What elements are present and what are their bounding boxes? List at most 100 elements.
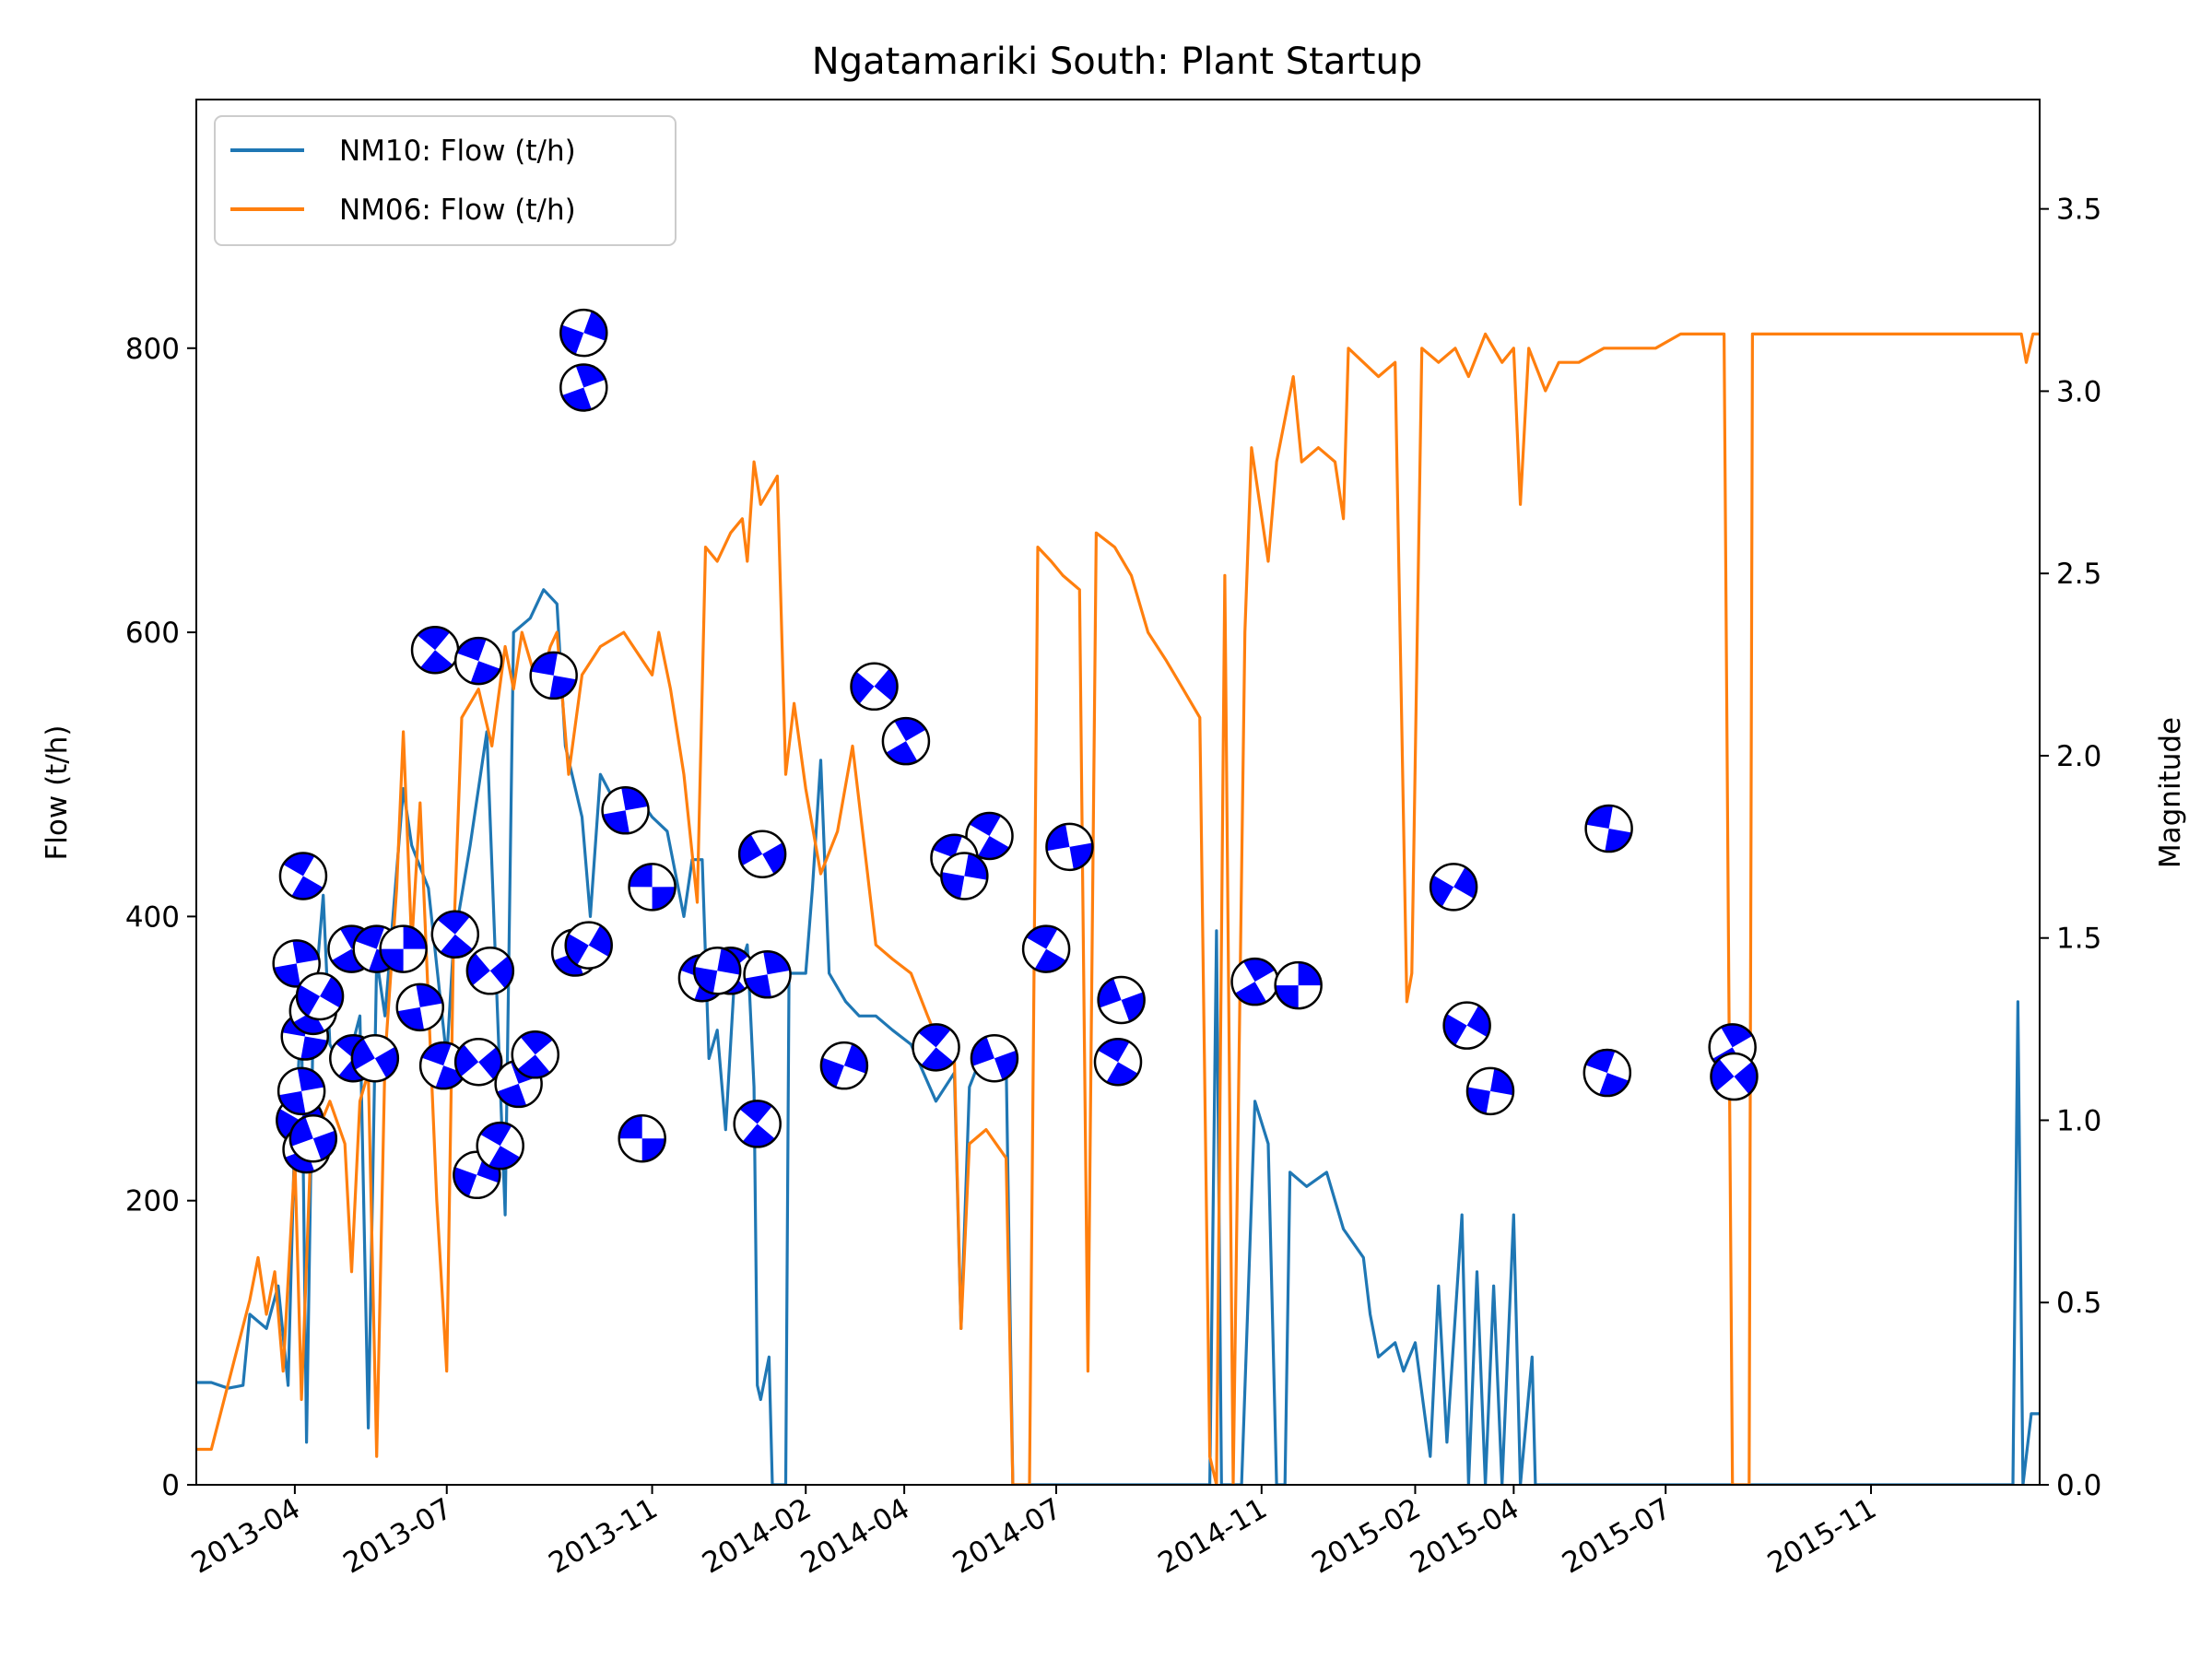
- beachball-compression-quadrant: [283, 853, 315, 877]
- beachball-outline: [453, 1037, 503, 1087]
- beachball-compression-quadrant: [1466, 1006, 1490, 1038]
- beachball-compression-quadrant: [1605, 829, 1632, 853]
- beachball-outline: [1274, 960, 1323, 1010]
- beachball-compression-quadrant: [466, 953, 490, 986]
- beachball-compression-quadrant: [488, 1146, 521, 1170]
- y2-tick-label: 3.0: [2056, 375, 2101, 408]
- beachball-marker: [850, 662, 899, 712]
- beachball-marker: [1021, 924, 1071, 973]
- beachball-outline: [564, 921, 613, 970]
- beachball-marker: [465, 947, 515, 995]
- beachball-compression-quadrant: [1046, 824, 1070, 852]
- beachball-marker: [881, 716, 931, 766]
- beachball-compression-quadrant: [717, 947, 741, 975]
- beachball-marker: [601, 786, 650, 835]
- beachball-outline: [1710, 1052, 1759, 1101]
- beachball-compression-quadrant: [603, 810, 629, 834]
- beachball-marker: [743, 950, 792, 999]
- beachball-compression-quadrant: [763, 951, 791, 975]
- beachball-compression-quadrant: [618, 1115, 642, 1139]
- beachball-marker: [476, 1121, 524, 1171]
- beachball-compression-quadrant: [1106, 1062, 1138, 1086]
- beachball-outline: [601, 786, 650, 835]
- beachball-compression-quadrant: [292, 940, 320, 964]
- beachball-marker: [819, 1041, 869, 1090]
- beachball-compression-quadrant: [274, 963, 300, 987]
- plot-frame: [195, 99, 2041, 1486]
- beachball-outline: [278, 852, 328, 900]
- beachball-compression-quadrant: [300, 1036, 328, 1060]
- beachball-marker: [350, 1033, 400, 1083]
- beachball-outline: [1097, 975, 1146, 1025]
- beachball-compression-quadrant: [1453, 866, 1477, 899]
- beachball-compression-quadrant: [739, 1100, 772, 1124]
- beachball-compression-quadrant: [1711, 1058, 1735, 1092]
- beachball-marker: [1584, 804, 1633, 853]
- y-axis-right: 0.0 0.5 1.0 1.5 2.0 2.5 3.0 3.5: [2040, 194, 2101, 1502]
- beachball-outline: [276, 1066, 326, 1116]
- legend: NM10: Flow (t/h) NM06: Flow (t/h): [214, 115, 677, 246]
- beachball-compression-quadrant: [374, 1046, 398, 1078]
- beachball-marker: [1429, 863, 1478, 912]
- beachball-marker: [965, 811, 1014, 861]
- beachball-outline: [453, 636, 503, 686]
- beachball-compression-quadrant: [416, 983, 443, 1007]
- beachball-marker: [379, 924, 428, 973]
- legend-box: [214, 115, 677, 246]
- beachball-outline: [350, 1033, 400, 1083]
- beachball-outline: [1021, 924, 1071, 973]
- beachball-marker: [1097, 975, 1146, 1025]
- beachball-outline: [272, 939, 321, 988]
- beachball-compression-quadrant: [565, 934, 589, 966]
- beachball-compression-quadrant: [1034, 948, 1066, 972]
- beachball-marker: [1710, 1052, 1759, 1101]
- beachball-outline: [692, 947, 742, 995]
- beachball-compression-quadrant: [978, 835, 1010, 859]
- beachball-marker: [272, 939, 321, 988]
- legend-entry-nm06: NM06: Flow (t/h): [339, 194, 576, 227]
- beachball-compression-quadrant: [742, 1124, 775, 1147]
- beachball-compression-quadrant: [851, 671, 875, 704]
- beachball-compression-quadrant: [380, 948, 404, 972]
- beachball-compression-quadrant: [517, 1054, 550, 1078]
- beachball-compression-quadrant: [886, 741, 918, 765]
- beachball-marker: [1583, 1048, 1632, 1098]
- beachball-outline: [850, 662, 899, 712]
- beachball-marker: [1442, 1001, 1491, 1050]
- beachball-marker: [1093, 1037, 1143, 1087]
- beachball-outline: [970, 1033, 1019, 1083]
- beachball-marker: [288, 1114, 338, 1163]
- beachball-outline: [295, 971, 345, 1021]
- y2-tick-label: 1.0: [2056, 1104, 2101, 1137]
- beachball-outline: [965, 811, 1014, 861]
- beachball-outline: [743, 950, 792, 999]
- beachball-marker: [970, 1033, 1019, 1083]
- beachball-marker: [529, 651, 578, 700]
- beachball-marker: [628, 863, 677, 912]
- beachball-compression-quadrant: [918, 1024, 951, 1048]
- beachball-compression-quadrant: [621, 787, 649, 811]
- beachball-compression-quadrant: [293, 1010, 325, 1034]
- beachball-marker: [1274, 960, 1323, 1010]
- beachball-outline: [1045, 822, 1094, 872]
- beachball-outline: [476, 1121, 524, 1171]
- beachball-compression-quadrant: [291, 876, 324, 900]
- series-line-nm10: [196, 588, 2040, 1485]
- beachball-marker: [1045, 822, 1094, 872]
- beachball-outline: [628, 863, 677, 912]
- beachball-compression-quadrant: [652, 887, 676, 911]
- beachball-marker: [453, 636, 503, 686]
- beachball-compression-quadrant: [397, 1006, 425, 1030]
- y2-tick-label: 2.5: [2056, 558, 2101, 591]
- beachball-compression-quadrant: [1234, 982, 1267, 1006]
- beachball-compression-quadrant: [278, 1090, 306, 1114]
- beachball-marker: [410, 625, 460, 675]
- beachball-marker: [912, 1023, 960, 1072]
- beachball-compression-quadrant: [1098, 1039, 1130, 1063]
- y2-tick-label: 1.5: [2056, 923, 2101, 956]
- beachball-compression-quadrant: [276, 1109, 300, 1141]
- beachball-outline: [1442, 1001, 1491, 1050]
- beachball-compression-quadrant: [440, 934, 473, 958]
- beachball-marker: [418, 1041, 468, 1090]
- beachball-marker: [692, 947, 742, 995]
